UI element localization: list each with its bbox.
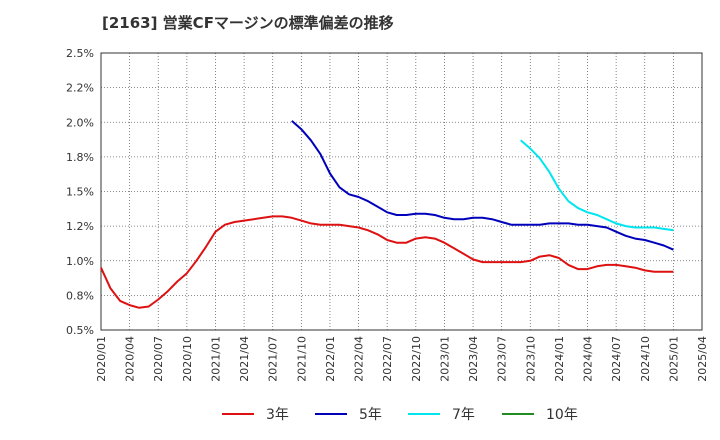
y-tick-label: 1.2% bbox=[66, 220, 94, 233]
x-tick-label: 2022/07 bbox=[381, 336, 394, 382]
x-tick-label: 2024/10 bbox=[639, 336, 652, 382]
x-tick-label: 2023/10 bbox=[524, 336, 537, 382]
legend-label: 7年 bbox=[452, 407, 475, 423]
x-tick-label: 2020/10 bbox=[181, 336, 194, 382]
x-tick-label: 2023/04 bbox=[467, 336, 480, 382]
series-group bbox=[100, 120, 674, 309]
series-line-3年 bbox=[100, 215, 674, 309]
x-tick-label: 2024/07 bbox=[610, 336, 623, 382]
x-tick-label: 2023/01 bbox=[438, 336, 451, 382]
plot-frame bbox=[100, 52, 703, 331]
y-tick-label: 1.0% bbox=[66, 255, 94, 268]
grid bbox=[100, 52, 703, 331]
x-tick-labels: 2020/01 2020/04 2020/07 2020/10 2021/01 2021/… bbox=[95, 336, 709, 382]
y-tick-labels: 0.5% 0.8% 1.0% 1.2% 1.5% 1.8% 2.0% 2.2% 2.5% bbox=[66, 47, 94, 337]
x-tick-label: 2021/07 bbox=[267, 336, 280, 382]
x-tick-label: 2020/07 bbox=[152, 336, 165, 382]
y-tick-label: 1.5% bbox=[66, 186, 94, 199]
y-tick-label: 2.2% bbox=[66, 82, 94, 95]
x-tick-label: 2025/01 bbox=[667, 336, 680, 382]
series-line-5年 bbox=[291, 120, 674, 251]
y-tick-label: 0.8% bbox=[66, 289, 94, 302]
x-tick-label: 2022/01 bbox=[324, 336, 337, 382]
x-tick-label: 2020/04 bbox=[124, 336, 137, 382]
x-tick-label: 2022/04 bbox=[353, 336, 366, 382]
y-tick-label: 2.0% bbox=[66, 116, 94, 129]
y-tick-label: 2.5% bbox=[66, 47, 94, 60]
x-tick-label: 2024/01 bbox=[553, 336, 566, 382]
x-tick-label: 2024/04 bbox=[582, 336, 595, 382]
series-line-7年 bbox=[520, 139, 674, 232]
legend: 3年 5年 7年 10年 bbox=[222, 407, 578, 423]
x-tick-label: 2023/07 bbox=[496, 336, 509, 382]
legend-label: 3年 bbox=[266, 407, 289, 423]
x-tick-label: 2025/04 bbox=[696, 336, 709, 382]
x-tick-label: 2021/01 bbox=[209, 336, 222, 382]
x-tick-label: 2020/01 bbox=[95, 336, 108, 382]
legend-label: 10年 bbox=[546, 407, 578, 423]
x-tick-label: 2022/10 bbox=[410, 336, 423, 382]
legend-label: 5年 bbox=[359, 407, 382, 423]
y-tick-label: 0.5% bbox=[66, 324, 94, 337]
y-tick-label: 1.8% bbox=[66, 151, 94, 164]
x-tick-label: 2021/10 bbox=[295, 336, 308, 382]
x-tick-label: 2021/04 bbox=[238, 336, 251, 382]
chart-title: [2163] 営業CFマージンの標準偏差の推移 bbox=[102, 14, 394, 32]
